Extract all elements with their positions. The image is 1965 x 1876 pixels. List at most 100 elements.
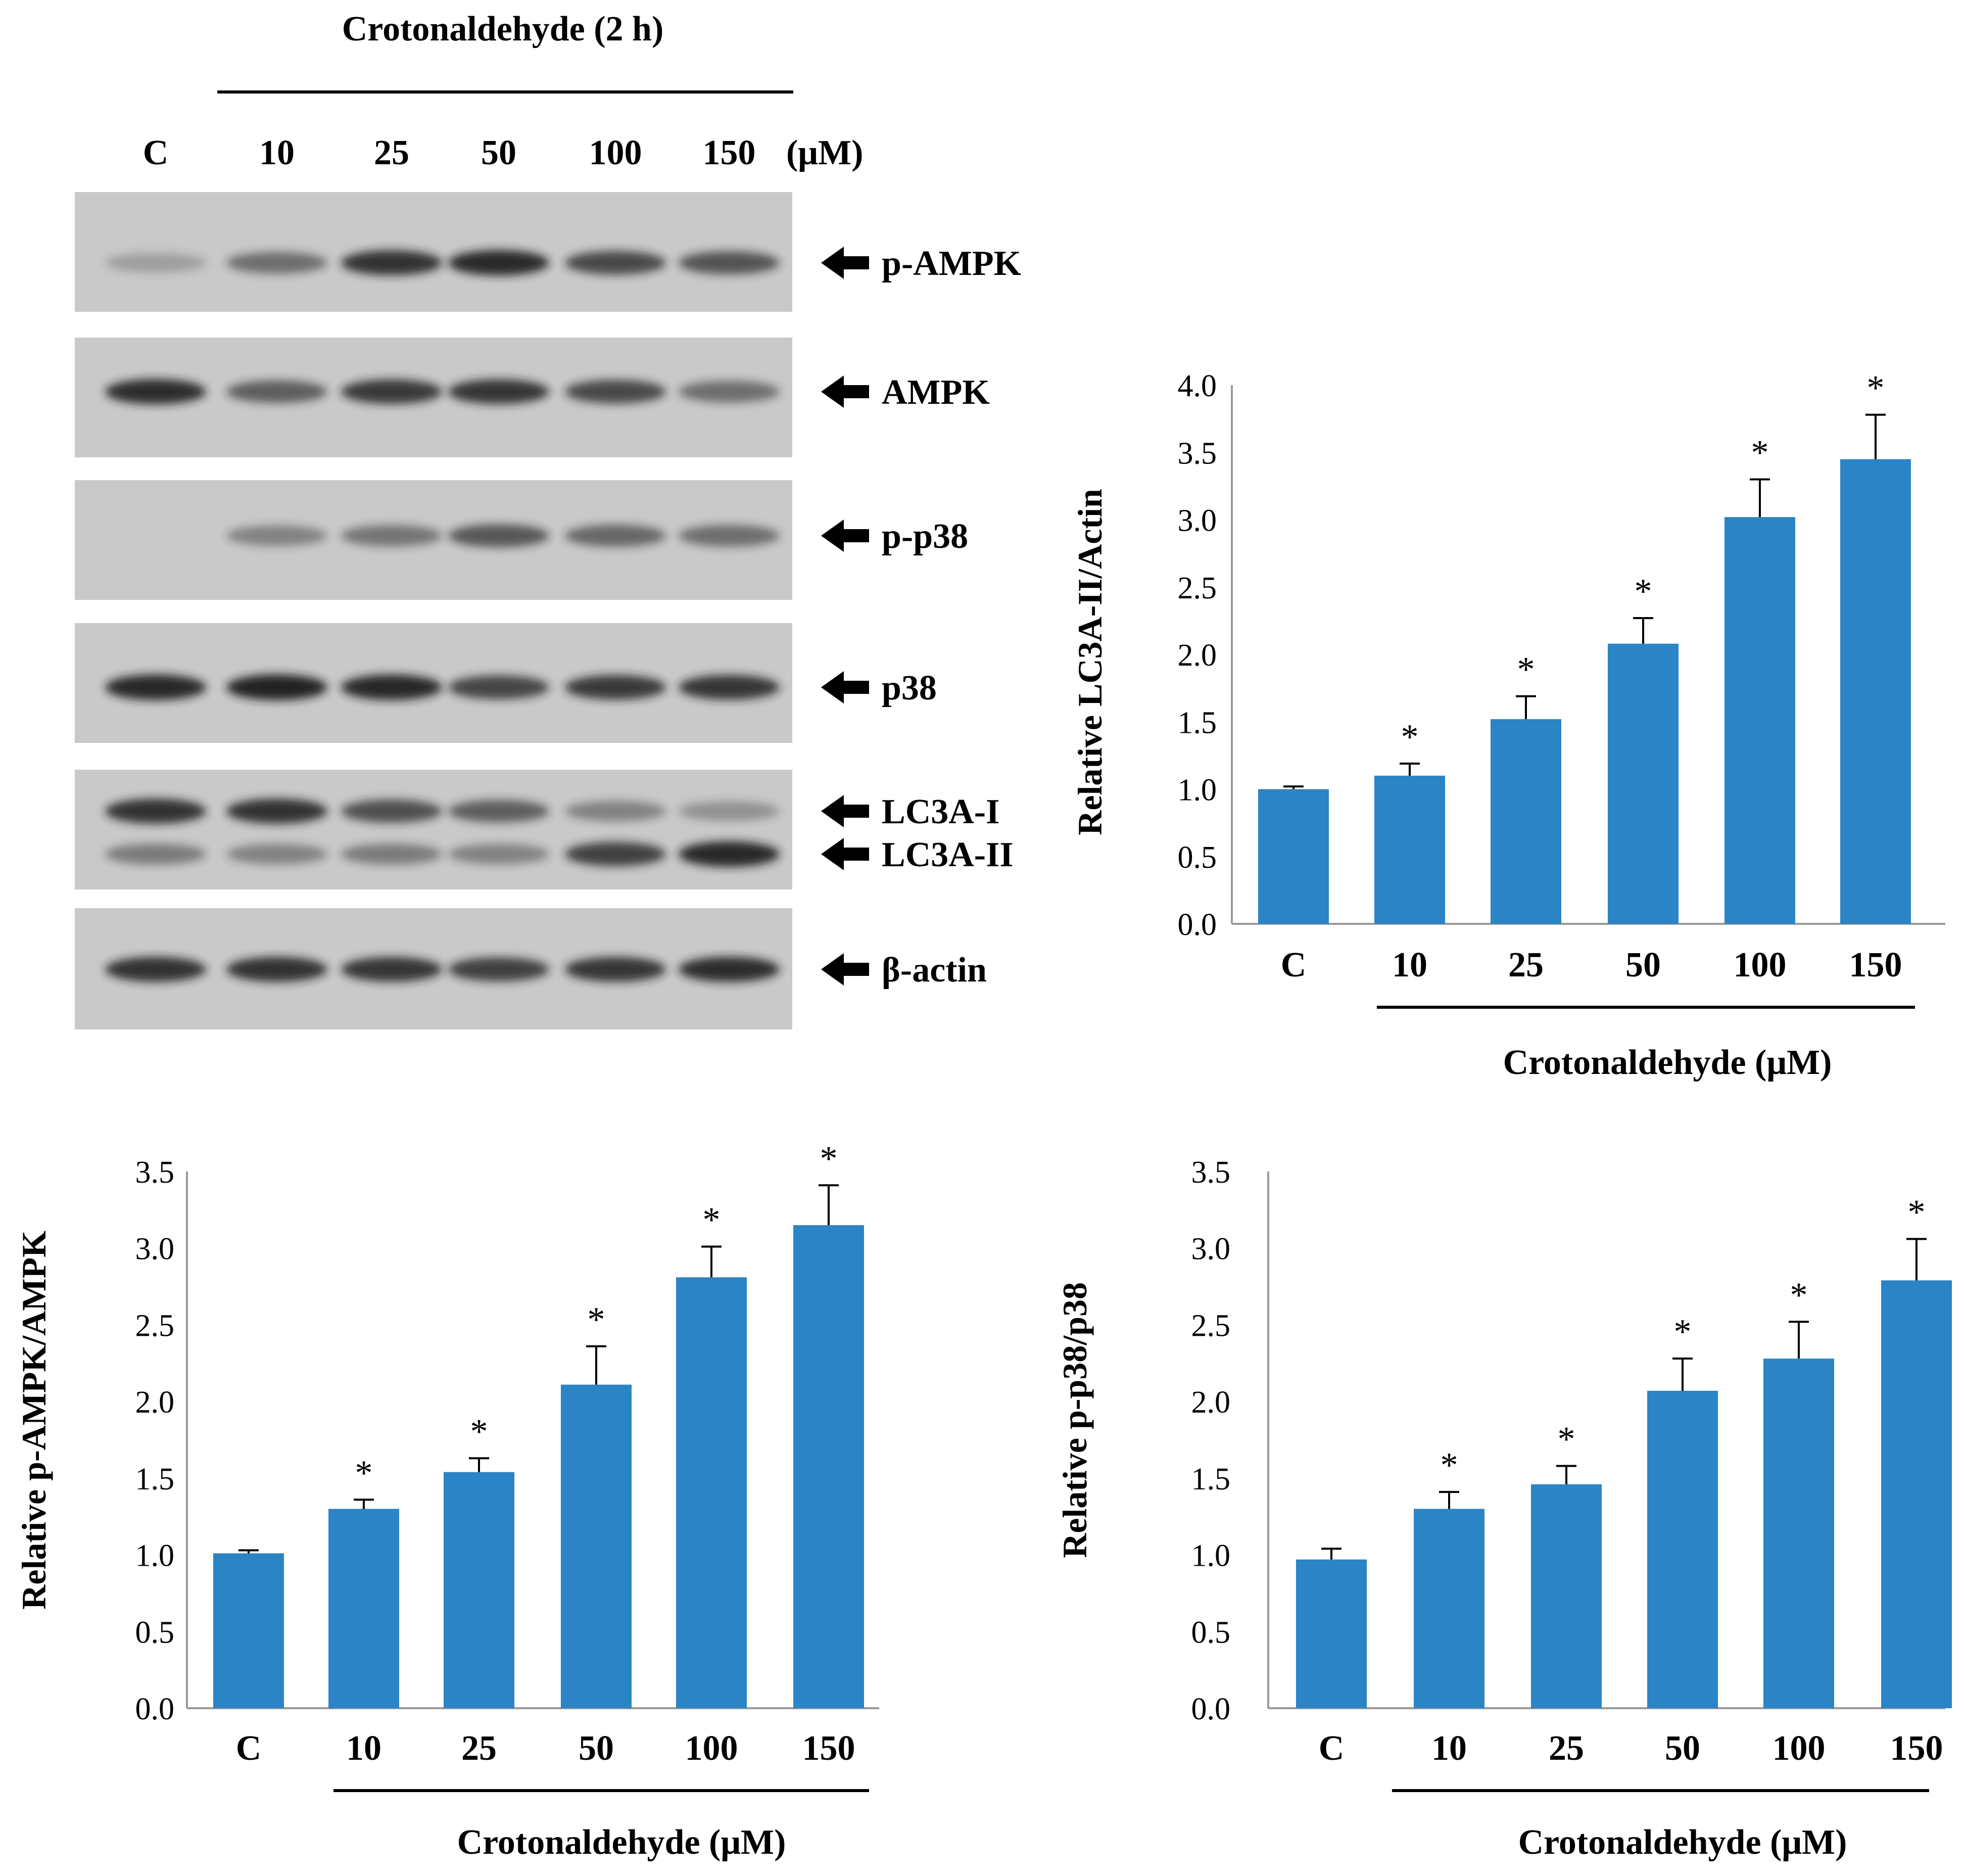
y-tick-label: 1.5 [1178,706,1217,740]
y-tick-label: 0.5 [1191,1615,1231,1650]
y-tick-label: 3.5 [1191,1155,1231,1190]
blot-band [448,524,549,547]
blot-lane-label: 25 [374,133,409,172]
blot-band [105,674,206,700]
significance-marker: * [1558,1420,1575,1459]
blot-protein-label: LC3A-II [882,835,1014,874]
arrow-left-icon [821,520,869,552]
blot-band [565,525,666,547]
y-tick-label: 2.5 [1191,1308,1231,1343]
bar [1296,1559,1367,1708]
x-tick-label: C [1281,946,1307,984]
x-tick-label: 25 [461,1729,497,1768]
x-axis-label: Crotonaldehyde (μM) [1503,1043,1832,1082]
arrow-left-icon [821,247,869,279]
bar [1840,459,1911,924]
bar [1724,517,1795,924]
blot-band [226,252,327,274]
x-tick-label: C [1319,1729,1345,1768]
blot-band [105,843,206,865]
significance-marker: * [1401,718,1419,757]
x-tick-label: 150 [1890,1729,1943,1768]
significance-marker: * [1908,1193,1926,1232]
bar [1608,643,1679,924]
blot-band [565,801,666,822]
blot-band [105,957,206,982]
y-tick-label: 1.0 [135,1539,175,1573]
significance-marker: * [703,1201,721,1240]
blot-protein-label: p-p38 [882,517,968,556]
y-tick-label: 2.0 [1178,638,1217,673]
chart-lc3a-ii-actin: 0.0 0.5 1.0 1.5 2.0 2.5 3.0 3.5 4.0 C * 10 * 25 * 50 * 1… [1071,369,1945,1082]
blot-band [341,799,442,823]
y-tick-label: 1.0 [1191,1539,1231,1573]
blot-band [448,957,549,981]
blot-band [448,379,549,404]
blot-membrane [75,770,792,889]
y-tick-label: 1.5 [1191,1462,1231,1496]
blot-band [226,957,327,982]
bar [1881,1280,1952,1708]
y-tick-label: 3.5 [1178,436,1217,471]
blot-protein-label: LC3A-I [882,792,999,831]
blot-protein-label: p-AMPK [882,244,1021,283]
blot-band [105,799,206,824]
blot-band [105,379,206,405]
bar [561,1384,632,1708]
blot-treatment-title: Crotonaldehyde (2 h) [342,10,664,49]
y-tick-label: 3.0 [1178,504,1217,538]
blot-band [679,841,780,867]
x-tick-label: 100 [1772,1729,1826,1768]
blot-band [341,379,442,404]
blot-band [565,957,666,982]
y-tick-label: 0.5 [1178,840,1217,875]
chart-p-ampk-ampk: 0.0 0.5 1.0 1.5 2.0 2.5 3.0 3.5 C * 10 * 25 * 50 * 100 *… [15,1139,879,1862]
y-tick-label: 2.5 [1178,571,1217,605]
arrow-left-icon [821,838,869,870]
x-tick-label: 25 [1508,946,1544,984]
blot-band [341,957,442,982]
y-tick-label: 2.0 [135,1385,175,1420]
blot-band [565,675,666,700]
blot-band [341,843,442,865]
x-tick-label: 10 [1392,946,1427,984]
y-axis-label: Relative p-p38/p38 [1056,1282,1094,1558]
blot-band [448,675,549,699]
significance-marker: * [1674,1312,1692,1351]
blot-band [226,674,327,700]
blot-band [679,251,780,274]
x-axis-label: Crotonaldehyde (μM) [1518,1823,1847,1862]
bar [1491,719,1561,924]
y-tick-label: 4.0 [1178,369,1217,403]
blot-lane-label: 150 [703,133,756,172]
bar [1763,1358,1834,1708]
blot-lane-label: 10 [259,133,295,172]
x-tick-label: 25 [1549,1729,1584,1768]
y-tick-label: 0.5 [135,1615,175,1650]
blot-band [226,843,327,865]
x-tick-label: C [236,1729,262,1768]
bar [1531,1484,1602,1708]
x-tick-label: 50 [1665,1729,1700,1768]
significance-marker: * [1441,1446,1458,1485]
y-tick-label: 2.5 [135,1308,175,1343]
blot-band [226,380,327,403]
blot-band [448,250,549,276]
blot-band [679,525,780,547]
blot-band [679,801,780,821]
bar [213,1553,284,1708]
y-tick-label: 3.0 [135,1232,175,1267]
blot-band [341,250,442,275]
blot-band [565,380,666,404]
x-axis-label: Crotonaldehyde (μM) [457,1823,786,1862]
x-tick-label: 50 [1625,946,1661,984]
significance-marker: * [1867,369,1885,408]
y-tick-label: 2.0 [1191,1385,1231,1420]
arrow-left-icon [821,376,869,408]
blot-protein-label: β-actin [882,951,987,990]
blot-band [448,800,549,823]
bar [328,1509,399,1708]
x-tick-label: 150 [1849,946,1902,984]
western-blot: Crotonaldehyde (2 h) C 10 25 50 100 150 … [75,10,1021,1029]
blot-band [565,251,666,275]
